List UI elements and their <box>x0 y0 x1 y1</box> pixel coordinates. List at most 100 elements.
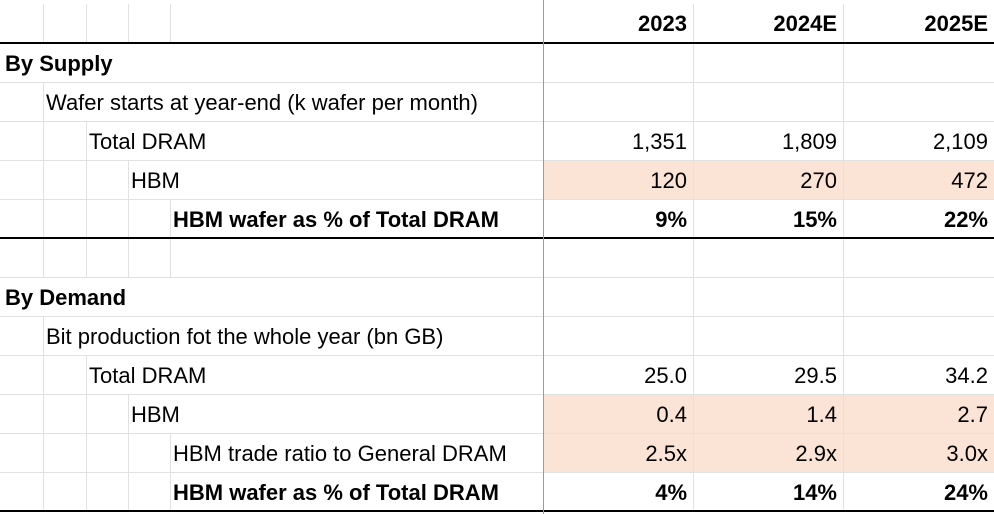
row-label[interactable]: HBM trade ratio to General DRAM <box>171 434 544 473</box>
cell[interactable] <box>44 356 87 395</box>
value-cell[interactable]: 2.9x <box>694 434 844 473</box>
cell[interactable] <box>0 434 44 473</box>
cell[interactable] <box>844 83 994 122</box>
value-cell[interactable]: 4% <box>544 473 694 512</box>
value-cell[interactable]: 1.4 <box>694 395 844 434</box>
metric-title-supply: Wafer starts at year-end (k wafer per mo… <box>46 90 478 115</box>
row-label[interactable]: HBM wafer as % of Total DRAM <box>171 200 544 239</box>
value-cell[interactable]: 270 <box>694 161 844 200</box>
table-row: HBM wafer as % of Total DRAM 9% 15% 22% <box>0 200 994 239</box>
cell[interactable] <box>44 395 87 434</box>
value-cell[interactable]: 2.7 <box>844 395 994 434</box>
value-cell[interactable]: 25.0 <box>544 356 694 395</box>
cell[interactable] <box>0 317 44 356</box>
cell[interactable] <box>544 83 694 122</box>
cell[interactable] <box>171 239 544 278</box>
cell[interactable] <box>844 317 994 356</box>
table-row: HBM 0.4 1.4 2.7 <box>0 395 994 434</box>
cell[interactable] <box>544 317 694 356</box>
cell[interactable] <box>44 434 87 473</box>
value-cell[interactable]: 22% <box>844 200 994 239</box>
cell[interactable] <box>0 161 44 200</box>
year-header-2023[interactable]: 2023 <box>544 4 694 43</box>
cell[interactable] <box>87 473 129 512</box>
cell[interactable] <box>844 278 994 317</box>
cell[interactable] <box>129 239 171 278</box>
value-cell[interactable]: 2.5x <box>544 434 694 473</box>
cell[interactable] <box>694 44 844 83</box>
value-cell[interactable]: 120 <box>544 161 694 200</box>
value-cell[interactable]: 34.2 <box>844 356 994 395</box>
table-row: HBM trade ratio to General DRAM 2.5x 2.9… <box>0 434 994 473</box>
cell[interactable] <box>0 239 44 278</box>
cell[interactable] <box>171 4 544 43</box>
value-cell[interactable]: 1,809 <box>694 122 844 161</box>
cell[interactable] <box>87 4 129 43</box>
cell[interactable] <box>129 161 544 200</box>
cell[interactable] <box>44 4 87 43</box>
cell[interactable] <box>0 473 44 512</box>
year-header-2024e[interactable]: 2024E <box>694 4 844 43</box>
cell[interactable] <box>129 4 171 43</box>
blank-row <box>0 239 994 278</box>
cell[interactable] <box>844 44 994 83</box>
cell[interactable] <box>694 317 844 356</box>
cell[interactable] <box>44 161 87 200</box>
value-cell[interactable]: 2,109 <box>844 122 994 161</box>
cell[interactable] <box>0 83 44 122</box>
cell[interactable] <box>87 239 129 278</box>
table-row: HBM 120 270 472 <box>0 161 994 200</box>
cell[interactable] <box>0 122 44 161</box>
cell[interactable] <box>87 395 129 434</box>
row-label: Total DRAM <box>89 363 207 388</box>
row-label: Total DRAM <box>89 129 207 154</box>
row-label: HBM <box>131 168 180 193</box>
section-row-demand: By Demand <box>0 278 994 317</box>
cell[interactable] <box>129 395 544 434</box>
cell[interactable] <box>44 239 87 278</box>
cell[interactable] <box>44 122 87 161</box>
cell[interactable] <box>544 44 694 83</box>
section-rule <box>0 237 994 239</box>
row-label[interactable]: HBM wafer as % of Total DRAM <box>171 473 544 512</box>
cell[interactable] <box>87 161 129 200</box>
cell[interactable] <box>844 239 994 278</box>
metric-title-demand: Bit production fot the whole year (bn GB… <box>46 324 444 349</box>
bottom-rule <box>0 510 994 512</box>
cell[interactable] <box>0 395 44 434</box>
cell[interactable] <box>544 239 694 278</box>
cell[interactable] <box>129 200 171 239</box>
cell[interactable] <box>129 434 171 473</box>
value-cell[interactable]: 0.4 <box>544 395 694 434</box>
cell[interactable] <box>544 278 694 317</box>
cell[interactable] <box>694 239 844 278</box>
value-cell[interactable]: 1,351 <box>544 122 694 161</box>
value-cell[interactable]: 24% <box>844 473 994 512</box>
cell[interactable] <box>0 200 44 239</box>
cell[interactable] <box>44 473 87 512</box>
header-rule <box>0 42 994 44</box>
cell[interactable] <box>44 200 87 239</box>
cell[interactable] <box>87 434 129 473</box>
year-header-2025e[interactable]: 2025E <box>844 4 994 43</box>
value-cell[interactable]: 472 <box>844 161 994 200</box>
value-cell[interactable]: 9% <box>544 200 694 239</box>
section-title-demand: By Demand <box>5 285 127 310</box>
value-cell[interactable]: 29.5 <box>694 356 844 395</box>
section-title-supply: By Supply <box>5 51 113 76</box>
table-row: HBM wafer as % of Total DRAM 4% 14% 24% <box>0 473 994 512</box>
column-separator <box>543 0 544 514</box>
section-row-supply: By Supply <box>0 44 994 83</box>
value-cell[interactable]: 15% <box>694 200 844 239</box>
value-cell[interactable]: 14% <box>694 473 844 512</box>
cell[interactable] <box>87 200 129 239</box>
cell[interactable] <box>0 356 44 395</box>
metric-row-demand: Bit production fot the whole year (bn GB… <box>0 317 994 356</box>
table-row: Total DRAM 1,351 1,809 2,109 <box>0 122 994 161</box>
table-row: Total DRAM 25.0 29.5 34.2 <box>0 356 994 395</box>
value-cell[interactable]: 3.0x <box>844 434 994 473</box>
cell[interactable] <box>694 278 844 317</box>
cell[interactable] <box>694 83 844 122</box>
cell[interactable] <box>0 4 44 43</box>
cell[interactable] <box>129 473 171 512</box>
